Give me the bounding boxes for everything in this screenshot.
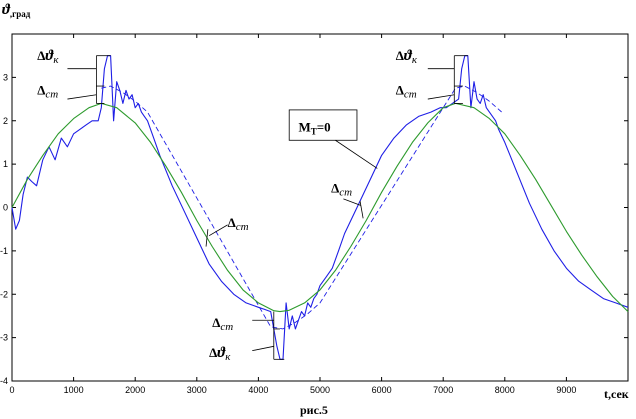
y-tick-label: 2 — [3, 116, 8, 126]
dim-gap-desc — [205, 229, 209, 247]
y-tick-label: -2 — [0, 289, 8, 299]
annotation-label-8: Δст — [331, 180, 352, 198]
leader-dk3 — [252, 345, 274, 352]
mt-label-box — [288, 109, 358, 141]
leader-mt — [335, 139, 378, 169]
x-tick-label: 6000 — [372, 385, 392, 395]
annotation-label-4: Δст — [212, 315, 233, 333]
annotation-label-5: Δϑк — [209, 345, 231, 363]
x-tick-label: 5000 — [310, 385, 330, 395]
y-tick-label: -3 — [0, 333, 8, 343]
annotation-label-1: Δϑк — [37, 48, 59, 66]
annotation-label-2: Δст — [37, 83, 58, 101]
y-tick-label: -4 — [0, 376, 8, 386]
x-tick-label: 4000 — [248, 385, 268, 395]
x-tick-label: 3000 — [187, 385, 207, 395]
leader-dst4 — [208, 224, 228, 237]
x-tick-label: 2000 — [125, 385, 145, 395]
y-tick-label: 1 — [3, 159, 8, 169]
x-tick-label: 9000 — [556, 385, 576, 395]
leader-dst1 — [67, 94, 97, 100]
annotations-layer: Δϑк Δст Δст Δст Δϑк Δϑк Δст Δст MT=0 — [37, 48, 418, 363]
y-axis-title-symbol: ϑ — [2, 2, 11, 18]
y-tick-label: 0 — [3, 203, 8, 213]
axis-ticks: 0 1000 2000 3000 4000 5000 6000 7000 8000 9000 -4 -… — [0, 34, 628, 395]
leader-dst2 — [427, 94, 455, 100]
annotation-label-7: Δст — [396, 83, 417, 101]
dim-gap-asc — [359, 200, 364, 219]
annotation-label-3: Δст — [228, 215, 249, 233]
figure-caption: рис.5 — [300, 403, 328, 417]
series-line-3 — [11, 102, 629, 313]
series-line-1 — [11, 55, 629, 360]
x-tick-label: 0 — [9, 385, 14, 395]
x-axis-title: t,сек — [604, 387, 629, 401]
y-tick-label: 3 — [3, 72, 8, 82]
series-layer — [11, 55, 629, 360]
annotation-label-9: MT=0 — [298, 120, 330, 137]
x-tick-label: 8000 — [495, 385, 515, 395]
x-tick-label: 7000 — [433, 385, 453, 395]
annotation-label-6: Δϑк — [396, 48, 418, 66]
series-line-2 — [101, 85, 502, 330]
y-axis-title: ϑ,град — [2, 2, 31, 19]
annotation-arrows — [67, 55, 468, 360]
y-tick-label: -1 — [0, 246, 8, 256]
x-tick-label: 1000 — [64, 385, 84, 395]
leader-dst5 — [343, 198, 361, 206]
